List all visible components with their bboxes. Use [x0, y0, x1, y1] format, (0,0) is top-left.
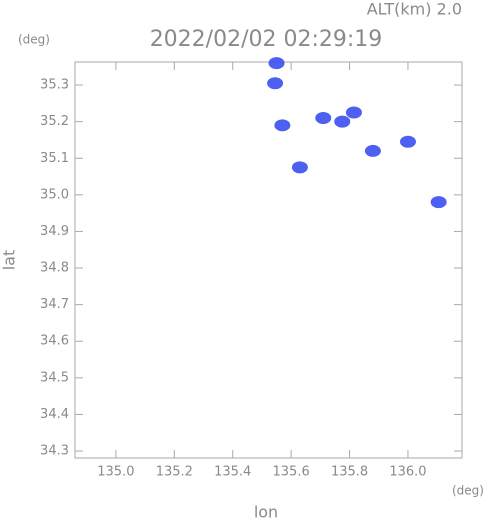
y-tick-label: 34.6 — [40, 334, 69, 349]
x-tick-label: 135.6 — [273, 465, 310, 480]
echo — [334, 115, 351, 128]
y-tick-label: 35.3 — [40, 78, 69, 93]
x-tick-label: 135.2 — [156, 465, 193, 480]
echo — [399, 135, 416, 148]
echo — [430, 196, 447, 209]
x-tick-label: 136.0 — [389, 465, 426, 480]
echo — [364, 144, 381, 157]
y-tick-label: 34.4 — [40, 407, 69, 422]
x-tick-label: 135.0 — [97, 465, 134, 480]
chart-title: 2022/02/02 02:29:19 — [150, 27, 383, 52]
header: ALT(km) 2.0 — [367, 0, 462, 19]
echo — [315, 111, 332, 124]
x-unit: (deg) — [452, 484, 484, 498]
y-unit: (deg) — [18, 33, 50, 47]
echo — [267, 77, 284, 90]
y-tick-label: 34.5 — [40, 370, 69, 385]
y-tick-label: 34.8 — [40, 261, 69, 276]
y-tick-label: 35.1 — [40, 151, 69, 166]
echo — [291, 161, 308, 174]
y-axis-label: lat — [0, 250, 19, 271]
plot-frame — [74, 61, 463, 459]
echo — [345, 106, 362, 119]
y-tick-label: 34.9 — [40, 224, 69, 239]
y-tick-label: 35.2 — [40, 114, 69, 129]
x-tick-label: 135.8 — [331, 465, 368, 480]
echo — [268, 57, 285, 70]
x-tick-label: 135.4 — [214, 465, 251, 480]
y-tick-label: 34.7 — [40, 297, 69, 312]
y-tick-label: 34.3 — [40, 444, 69, 459]
echo — [274, 119, 291, 132]
y-tick-label: 35.0 — [40, 187, 69, 202]
x-axis-label: lon — [254, 503, 278, 521]
